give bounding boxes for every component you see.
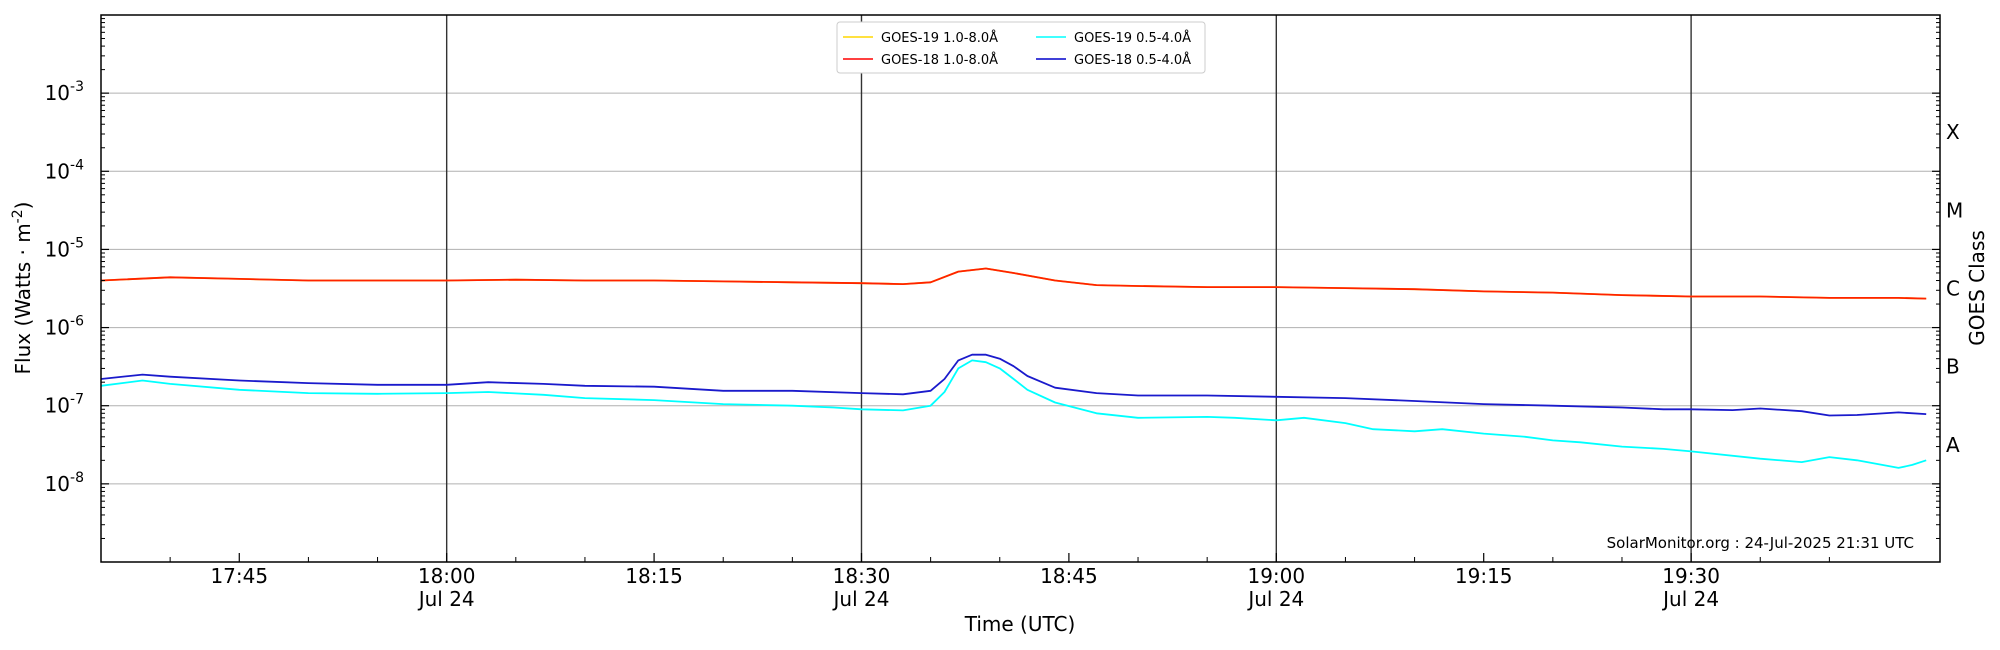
x-tick-label: 18:00 [418,564,476,588]
series-line [100,353,1927,417]
x-tick-label: 19:00 [1247,564,1305,588]
x-tick-label: 18:30 [833,564,891,588]
x-tick-date-label: Jul 24 [832,587,890,611]
x-tick-label: 19:15 [1455,564,1513,588]
y-tick-label: 10-6 [45,314,85,340]
x-tick-label: 18:15 [625,564,683,588]
legend-label: GOES-18 1.0-8.0Å [881,52,998,68]
goes-class-label: B [1946,355,1960,379]
legend-label: GOES-19 1.0-8.0Å [881,30,998,46]
legend-label: GOES-19 0.5-4.0Å [1074,30,1191,46]
x-tick-label: 19:30 [1662,564,1720,588]
goes-class-label: A [1946,433,1960,457]
goes-class-label: M [1946,198,1963,222]
x-tick-date-label: Jul 24 [417,587,475,611]
grid-lines [101,92,1940,485]
y-tick-label: 10-4 [45,157,85,183]
series-line [100,359,1927,469]
y-tick-label: 10-7 [45,392,84,418]
y-tick-labels: 10-8 10-7 10-6 10-5 10-4 10-3 [45,79,85,496]
goes-class-label: C [1946,277,1960,301]
vertical-time-markers [445,15,1692,562]
legend: GOES-19 1.0-8.0Å GOES-19 0.5-4.0Å GOES-1… [836,21,1206,74]
credit-text: SolarMonitor.org : 24-Jul-2025 21:31 UTC [1607,534,1914,552]
x-tick-label: 18:45 [1040,564,1098,588]
axis-ticks [100,18,1940,562]
x-tick-label: 17:45 [210,564,268,588]
goes-class-labels: A B C M X [1946,120,1963,457]
y-tick-label: 10-8 [45,470,84,496]
series-line [100,267,1927,300]
legend-label: GOES-18 0.5-4.0Å [1074,52,1191,68]
right-axis-title: GOES Class [1965,230,1989,346]
x-axis-title: Time (UTC) [964,612,1076,636]
goes-class-label: X [1946,120,1960,144]
y-axis-title: Flux (Watts · m-2) [10,202,35,375]
plot-frame [100,14,1941,563]
legend-box [836,21,1206,74]
x-tick-date-label: Jul 24 [1661,587,1719,611]
y-tick-label: 10-3 [45,79,84,105]
series-lines [100,267,1927,469]
y-tick-label: 10-5 [45,235,84,261]
x-tick-date-label: Jul 24 [1246,587,1304,611]
